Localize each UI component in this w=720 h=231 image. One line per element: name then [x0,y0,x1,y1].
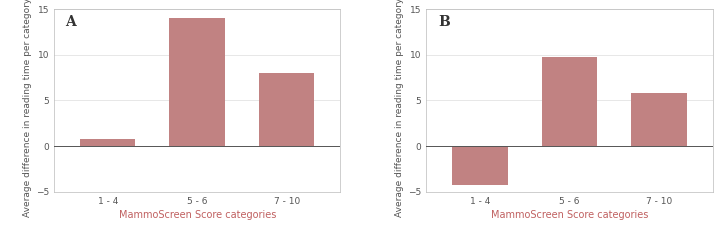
Y-axis label: Average difference in reading time per category [s]: Average difference in reading time per c… [395,0,404,217]
Text: B: B [438,15,449,29]
Text: A: A [66,15,76,29]
Bar [452,146,508,185]
Bar [80,139,135,146]
Bar [169,18,225,146]
Bar [259,73,315,146]
X-axis label: MammoScreen Score categories: MammoScreen Score categories [491,210,648,220]
Bar [542,57,598,146]
Bar [631,93,687,146]
X-axis label: MammoScreen Score categories: MammoScreen Score categories [119,210,276,220]
Y-axis label: Average difference in reading time per category [s]: Average difference in reading time per c… [23,0,32,217]
